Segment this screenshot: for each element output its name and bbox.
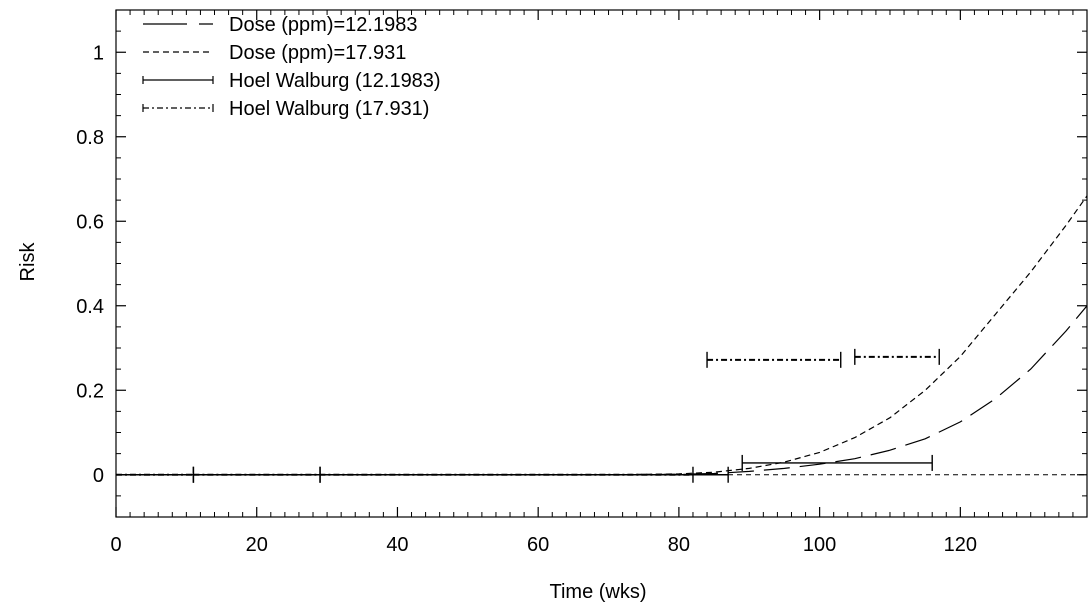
legend-label-1: Dose (ppm)=12.1983 xyxy=(229,14,417,36)
y-tick-label: 0 xyxy=(93,465,104,487)
x-tick-label: 120 xyxy=(944,534,977,556)
x-tick-labels: 0 20 40 60 80 100 120 xyxy=(110,534,977,556)
x-tick-label: 20 xyxy=(246,534,268,556)
plot-frame xyxy=(115,9,1088,518)
legend-label-3: Hoel Walburg (12.1983) xyxy=(229,70,441,92)
minor-ticks xyxy=(116,9,1087,518)
x-tick-label: 60 xyxy=(527,534,549,556)
x-tick-label: 80 xyxy=(668,534,690,556)
y-tick-label: 0.4 xyxy=(76,296,104,318)
y-tick-labels: 0 0.2 0.4 0.6 0.8 1 xyxy=(76,42,104,487)
y-axis-title: Risk xyxy=(17,242,39,282)
y-tick-label: 0.8 xyxy=(76,127,104,149)
x-axis-title: Time (wks) xyxy=(549,581,646,603)
y-tick-label: 0.6 xyxy=(76,211,104,233)
series-line-2 xyxy=(116,195,1087,476)
series-line-1 xyxy=(116,305,1087,476)
x-tick-label: 100 xyxy=(803,534,836,556)
y-tick-label: 1 xyxy=(93,42,104,64)
plot-lines xyxy=(116,195,1087,483)
legend: Dose (ppm)=12.1983 Dose (ppm)=17.931 Hoel … xyxy=(142,14,441,120)
legend-label-4: Hoel Walburg (17.931) xyxy=(229,98,429,120)
y-tick-label: 0.2 xyxy=(76,380,104,402)
x-tick-label: 0 xyxy=(110,534,121,556)
legend-label-2: Dose (ppm)=17.931 xyxy=(229,42,406,64)
x-tick-label: 40 xyxy=(386,534,408,556)
